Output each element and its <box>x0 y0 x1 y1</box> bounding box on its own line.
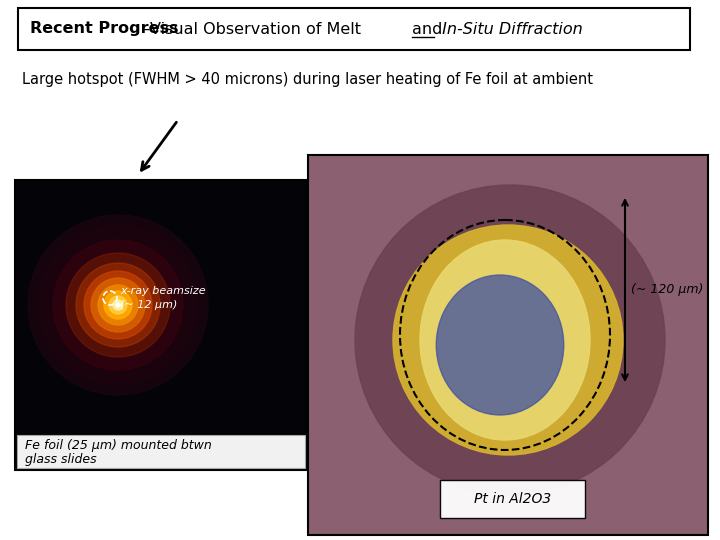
Circle shape <box>53 240 183 370</box>
Text: Large hotspot (FWHM > 40 microns) during laser heating of Fe foil at ambient: Large hotspot (FWHM > 40 microns) during… <box>22 72 593 87</box>
Text: and: and <box>412 22 442 37</box>
Text: x-ray beamsize: x-ray beamsize <box>120 286 206 296</box>
Circle shape <box>355 185 665 495</box>
Circle shape <box>66 253 170 357</box>
Text: (~ 120 μm): (~ 120 μm) <box>631 284 703 296</box>
Circle shape <box>84 271 152 339</box>
Text: –Visual Observation of Melt: –Visual Observation of Melt <box>142 22 366 37</box>
Bar <box>18 8 690 50</box>
Text: In-Situ Diffraction: In-Situ Diffraction <box>437 22 582 37</box>
Ellipse shape <box>436 275 564 415</box>
Bar <box>17 435 305 468</box>
Bar <box>440 480 585 518</box>
Bar <box>15 180 307 470</box>
Circle shape <box>104 291 132 319</box>
Circle shape <box>393 225 623 455</box>
Text: Pt in Al2O3: Pt in Al2O3 <box>474 492 551 506</box>
Circle shape <box>28 215 208 395</box>
Text: (~ 12 μm): (~ 12 μm) <box>120 300 177 310</box>
Text: Fe foil (25 μm) mounted btwn: Fe foil (25 μm) mounted btwn <box>25 438 212 451</box>
Ellipse shape <box>420 240 590 440</box>
Bar <box>308 155 708 535</box>
Circle shape <box>38 225 198 385</box>
Circle shape <box>113 300 123 310</box>
Circle shape <box>109 296 127 314</box>
Text: glass slides: glass slides <box>25 453 96 465</box>
Circle shape <box>98 285 138 325</box>
Text: Recent Progress: Recent Progress <box>30 22 179 37</box>
Circle shape <box>91 278 145 332</box>
Circle shape <box>76 263 160 347</box>
Circle shape <box>116 303 120 307</box>
